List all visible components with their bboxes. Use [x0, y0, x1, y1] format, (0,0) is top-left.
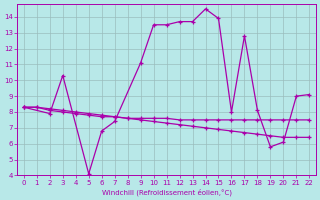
X-axis label: Windchill (Refroidissement éolien,°C): Windchill (Refroidissement éolien,°C)	[101, 188, 232, 196]
